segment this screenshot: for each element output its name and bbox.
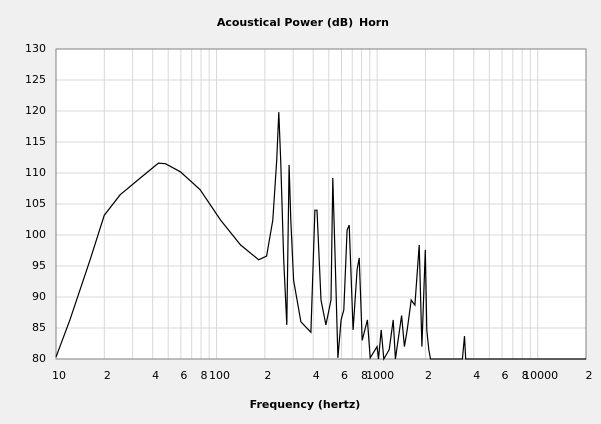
y-tick-label: 90: [32, 290, 46, 303]
x-tick-label: 2: [586, 369, 593, 382]
x-tick-label: 2: [104, 369, 111, 382]
y-tick-label: 115: [25, 135, 46, 148]
y-tick-label: 130: [25, 42, 46, 55]
x-tick-label: 2: [264, 369, 271, 382]
data-line: [55, 112, 586, 361]
x-tick-label: 6: [502, 369, 509, 382]
plot-border: [55, 48, 587, 360]
series-name: Horn: [359, 16, 389, 29]
x-tick-label: 8: [361, 369, 368, 382]
x-tick-label: 2: [425, 369, 432, 382]
x-tick-label: 10000: [523, 369, 558, 382]
y-tick-label: 85: [32, 321, 46, 334]
y-tick-label: 100: [25, 228, 46, 241]
x-tick-label: 1000: [366, 369, 394, 382]
x-tick-label: 6: [341, 369, 348, 382]
x-tick-label: 4: [152, 369, 159, 382]
x-tick-label: 10: [52, 369, 66, 382]
x-tick-label: 6: [180, 369, 187, 382]
chart-title: Acoustical Power (dB): [217, 16, 353, 29]
x-axis-label: Frequency (hertz): [250, 398, 361, 411]
y-tick-label: 120: [25, 104, 46, 117]
x-tick-label: 4: [473, 369, 480, 382]
y-tick-label: 105: [25, 197, 46, 210]
y-tick-label: 125: [25, 73, 46, 86]
x-tick-label: 8: [200, 369, 207, 382]
y-tick-label: 110: [25, 166, 46, 179]
y-tick-label: 95: [32, 259, 46, 272]
y-tick-label: 80: [32, 352, 46, 365]
x-tick-label: 8: [522, 369, 529, 382]
x-tick-label: 4: [313, 369, 320, 382]
x-tick-label: 100: [209, 369, 230, 382]
